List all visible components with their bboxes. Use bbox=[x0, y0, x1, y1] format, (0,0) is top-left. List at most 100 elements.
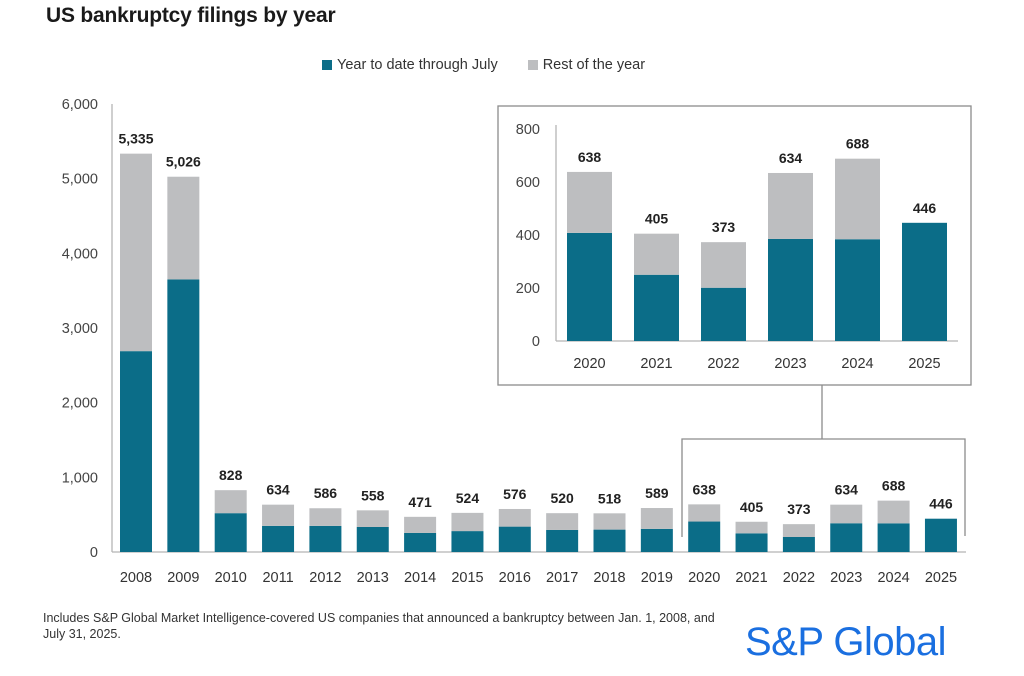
bar-segment-rest bbox=[593, 513, 626, 530]
y-tick-label: 6,000 bbox=[62, 97, 98, 113]
x-tick-label: 2020 bbox=[573, 356, 605, 372]
footnote: Includes S&P Global Market Intelligence-… bbox=[43, 610, 963, 642]
bar-segment-rest bbox=[735, 521, 768, 534]
main-chart: 01,0002,0003,0004,0005,0006,0005,3352008… bbox=[62, 97, 966, 586]
bar-total-label: 5,335 bbox=[118, 131, 153, 147]
bar-segment-rest bbox=[567, 171, 612, 233]
highlight-bracket bbox=[681, 438, 966, 537]
x-tick-label: 2016 bbox=[499, 570, 531, 586]
bar-total-label: 446 bbox=[913, 200, 937, 216]
bar-segment-ytd bbox=[404, 532, 437, 552]
bar-segment-rest bbox=[701, 242, 746, 288]
bar-segment-ytd bbox=[877, 523, 910, 552]
bar-total-label: 471 bbox=[408, 494, 432, 510]
bar-segment-ytd bbox=[634, 274, 679, 341]
bar-segment-rest bbox=[498, 508, 531, 527]
bar-segment-ytd bbox=[701, 287, 746, 341]
bar-segment-ytd bbox=[262, 525, 295, 552]
bar-segment-ytd bbox=[309, 525, 342, 552]
bar-segment-ytd bbox=[924, 518, 957, 552]
x-tick-label: 2020 bbox=[688, 570, 720, 586]
bar-total-label: 520 bbox=[550, 490, 574, 506]
bar-total-label: 373 bbox=[712, 219, 736, 235]
bar-segment-ytd bbox=[688, 521, 721, 552]
x-tick-label: 2024 bbox=[877, 570, 909, 586]
bar-segment-ytd bbox=[120, 351, 152, 552]
bar-segment-ytd bbox=[167, 279, 200, 552]
bar-total-label: 524 bbox=[456, 490, 480, 506]
bar-segment-rest bbox=[782, 524, 815, 537]
legend-label-rest: Rest of the year bbox=[542, 57, 646, 73]
bar-segment-rest bbox=[262, 504, 295, 526]
legend-item-rest: Rest of the year bbox=[527, 57, 646, 73]
x-tick-label: 2021 bbox=[640, 356, 672, 372]
y-tick-label: 3,000 bbox=[62, 321, 98, 337]
legend-item-ytd: Year to date through July bbox=[322, 57, 498, 73]
inset-chart: 0 200 400 600 800 638 2020 405 2021 373 2022 634 202… bbox=[516, 122, 958, 372]
x-tick-label: 2025 bbox=[908, 356, 940, 372]
bar-total-label: 638 bbox=[578, 149, 602, 165]
bar-total-label: 634 bbox=[266, 482, 290, 498]
bar-segment-rest bbox=[835, 158, 880, 240]
y-tick-label: 1,000 bbox=[62, 470, 98, 486]
bar-segment-rest bbox=[640, 508, 673, 529]
x-tick-label: 2024 bbox=[841, 356, 873, 372]
y-tick-label: 400 bbox=[516, 228, 540, 244]
bar-total-label: 405 bbox=[740, 499, 764, 515]
footnote-line-2: July 31, 2025. bbox=[43, 627, 121, 641]
bar-segment-ytd bbox=[567, 232, 612, 341]
x-tick-label: 2018 bbox=[593, 570, 625, 586]
x-tick-label: 2009 bbox=[167, 570, 199, 586]
bar-segment-ytd bbox=[735, 533, 768, 552]
chart-title: US bankruptcy filings by year bbox=[46, 4, 336, 27]
y-tick-label: 0 bbox=[90, 545, 98, 561]
bar-segment-ytd bbox=[835, 239, 880, 341]
bar-segment-ytd bbox=[640, 528, 673, 552]
bar-total-label: 688 bbox=[846, 136, 870, 152]
bar-total-label: 638 bbox=[693, 481, 717, 497]
x-tick-label: 2022 bbox=[707, 356, 739, 372]
x-tick-label: 2015 bbox=[451, 570, 483, 586]
bar-segment-rest bbox=[309, 508, 342, 526]
x-tick-label: 2011 bbox=[262, 570, 293, 586]
brand-logo: S&P Global bbox=[745, 620, 947, 664]
x-tick-label: 2023 bbox=[774, 356, 806, 372]
bar-segment-ytd bbox=[782, 536, 815, 552]
y-tick-label: 800 bbox=[516, 122, 540, 138]
y-tick-label: 0 bbox=[532, 334, 540, 350]
x-tick-label: 2014 bbox=[404, 570, 436, 586]
bar-total-label: 576 bbox=[503, 486, 527, 502]
bar-segment-ytd bbox=[546, 529, 579, 552]
x-tick-label: 2008 bbox=[120, 570, 152, 586]
bar-total-label: 586 bbox=[314, 485, 338, 501]
bar-segment-ytd bbox=[830, 523, 863, 552]
bar-segment-rest bbox=[404, 516, 437, 533]
bar-segment-ytd bbox=[593, 529, 626, 552]
bar-segment-rest bbox=[451, 512, 484, 532]
bar-total-label: 634 bbox=[779, 150, 803, 166]
legend-swatch-ytd bbox=[322, 60, 332, 70]
bar-segment-rest bbox=[214, 490, 247, 514]
x-tick-label: 2019 bbox=[641, 570, 673, 586]
x-tick-label: 2017 bbox=[546, 570, 578, 586]
y-tick-label: 2,000 bbox=[62, 396, 98, 412]
x-tick-label: 2012 bbox=[309, 570, 341, 586]
bar-segment-ytd bbox=[768, 238, 813, 341]
bar-total-label: 5,026 bbox=[166, 154, 201, 170]
x-tick-label: 2023 bbox=[830, 570, 862, 586]
bar-segment-rest bbox=[120, 153, 152, 352]
bar-segment-rest bbox=[768, 172, 813, 239]
bar-segment-rest bbox=[356, 510, 389, 527]
y-tick-label: 600 bbox=[516, 175, 540, 191]
bar-segment-rest bbox=[546, 513, 579, 530]
x-tick-label: 2021 bbox=[735, 570, 767, 586]
bar-segment-ytd bbox=[498, 526, 531, 552]
bar-segment-rest bbox=[877, 500, 910, 524]
bar-total-label: 634 bbox=[835, 482, 859, 498]
bar-total-label: 405 bbox=[645, 211, 669, 227]
legend-label-ytd: Year to date through July bbox=[337, 57, 498, 73]
x-tick-label: 2010 bbox=[215, 570, 247, 586]
bar-segment-ytd bbox=[451, 531, 484, 552]
legend-swatch-rest bbox=[527, 60, 538, 70]
